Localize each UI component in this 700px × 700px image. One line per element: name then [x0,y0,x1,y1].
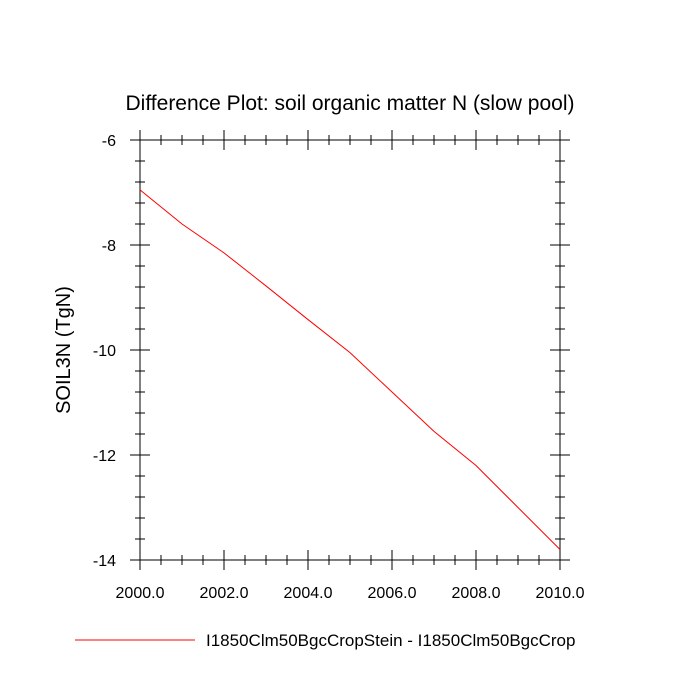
chart-title: Difference Plot: soil organic matter N (… [126,92,575,115]
y-tick-label: -10 [93,343,116,360]
y-axis: -6 -8 -10 -12 -14 [93,133,570,570]
y-tick-label: -8 [102,238,116,255]
x-tick-label: 2008.0 [452,585,501,602]
y-axis-label: SOIL3N (TgN) [53,286,75,414]
x-tick-label: 2004.0 [284,585,333,602]
legend: I1850Clm50BgcCropStein - I1850Clm50BgcCr… [75,631,575,650]
series-layer [139,189,561,550]
x-axis: 2000.0 2002.0 2004.0 2006.0 2008.0 2010.0 [116,130,585,602]
y-tick-label: -6 [102,133,116,150]
y-tick-label: -12 [93,448,116,465]
x-tick-label: 2010.0 [536,585,585,602]
series-line [139,189,561,550]
y-tick-label: -14 [93,553,116,570]
x-tick-label: 2002.0 [200,585,249,602]
plot-frame [139,139,561,561]
legend-label: I1850Clm50BgcCropStein - I1850Clm50BgcCr… [206,631,575,650]
x-tick-label: 2006.0 [368,585,417,602]
x-tick-label: 2000.0 [116,585,165,602]
